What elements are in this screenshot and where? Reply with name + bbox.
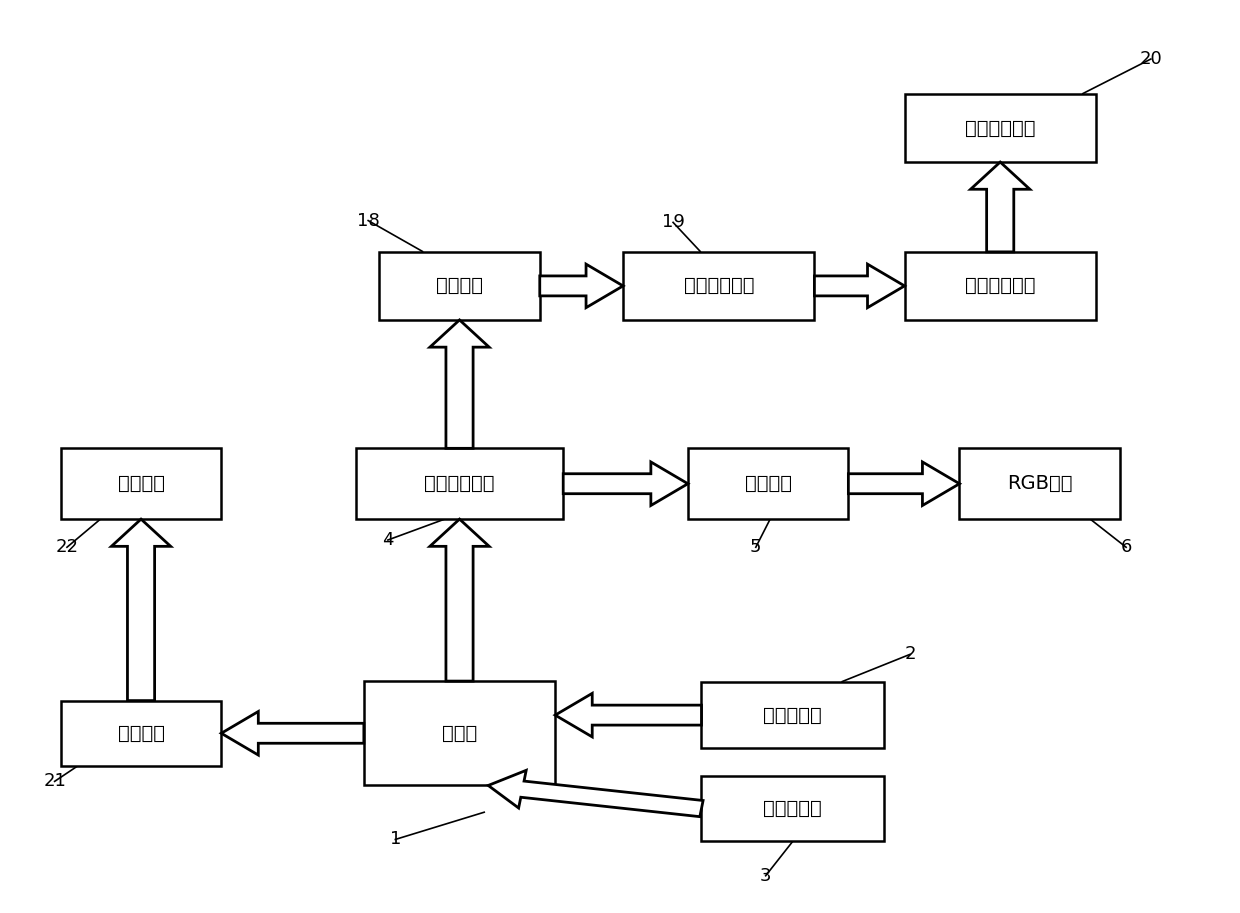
FancyArrow shape [112, 519, 171, 700]
Bar [622, 252, 815, 320]
Text: 无线通信模块: 无线通信模块 [965, 277, 1035, 296]
Bar [960, 448, 1120, 519]
Bar [356, 448, 563, 519]
Text: 19: 19 [662, 214, 684, 231]
Text: 2: 2 [904, 645, 916, 664]
Text: 1: 1 [389, 831, 401, 848]
Text: 云服务器: 云服务器 [118, 474, 165, 493]
Bar [363, 681, 556, 785]
Text: 4: 4 [382, 531, 393, 549]
FancyArrow shape [971, 162, 1030, 252]
Text: 中转模块: 中转模块 [745, 474, 791, 493]
FancyArrow shape [430, 320, 489, 448]
FancyArrow shape [815, 264, 904, 308]
Bar [904, 94, 1096, 162]
FancyArrow shape [563, 462, 688, 506]
Text: 动态捕捉器: 动态捕捉器 [764, 799, 822, 818]
Text: 21: 21 [43, 772, 66, 791]
Text: 20: 20 [1140, 50, 1162, 68]
Text: 5: 5 [750, 539, 761, 556]
Text: 协作模块: 协作模块 [436, 277, 484, 296]
Bar [904, 252, 1096, 320]
Text: 18: 18 [357, 212, 379, 229]
Bar [61, 448, 221, 519]
Bar [702, 776, 884, 841]
FancyArrow shape [539, 264, 622, 308]
FancyArrow shape [430, 519, 489, 681]
Bar [702, 682, 884, 748]
Text: 外界登陆模块: 外界登陆模块 [683, 277, 754, 296]
Text: 通讯模块: 通讯模块 [118, 724, 165, 743]
Text: 22: 22 [56, 539, 78, 556]
Text: 3: 3 [760, 866, 771, 885]
FancyArrow shape [848, 462, 960, 506]
Bar [379, 252, 539, 320]
Text: 用户移动设备: 用户移动设备 [965, 119, 1035, 138]
FancyArrow shape [489, 771, 703, 816]
Text: RGB灯管: RGB灯管 [1007, 474, 1073, 493]
Text: 单片机: 单片机 [441, 724, 477, 743]
Bar [688, 448, 848, 519]
Bar [61, 700, 221, 766]
Text: 6: 6 [1121, 539, 1132, 556]
Text: 后台处理模块: 后台处理模块 [424, 474, 495, 493]
FancyArrow shape [221, 711, 363, 755]
FancyArrow shape [556, 693, 702, 737]
Text: 颜色传感器: 颜色传感器 [764, 706, 822, 725]
